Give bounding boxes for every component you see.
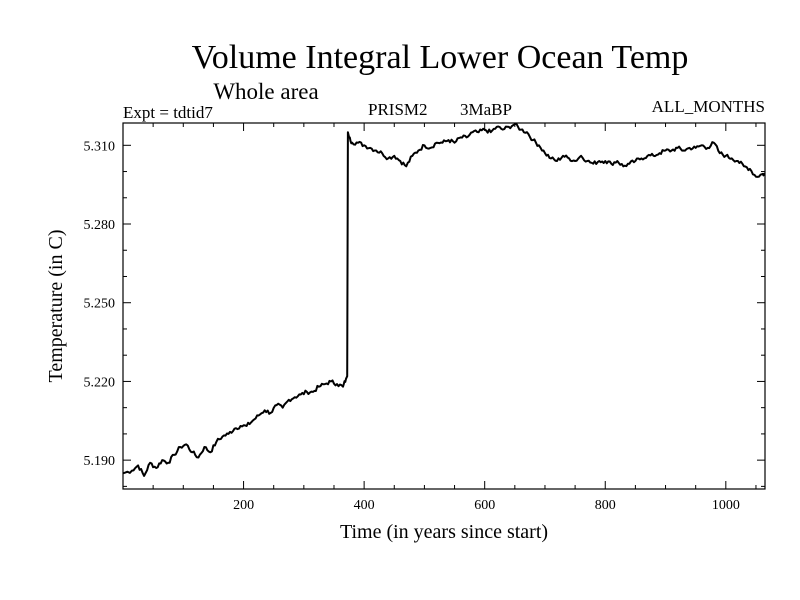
x-tick-label: 600 xyxy=(474,498,495,513)
y-axis-label: Temperature (in C) xyxy=(45,230,67,383)
y-tick-label: 5.250 xyxy=(84,297,116,312)
experiment-label: Expt = tdtid7 xyxy=(123,103,213,122)
y-tick-label: 5.280 xyxy=(84,218,116,233)
chart-subtitle: Whole area xyxy=(213,79,318,104)
chart-title: Volume Integral Lower Ocean Temp xyxy=(192,39,689,76)
x-tick-label: 800 xyxy=(595,498,616,513)
plot-frame xyxy=(122,122,766,490)
tick-group xyxy=(123,123,765,489)
x-tick-label: 200 xyxy=(233,498,254,513)
configuration-label: PRISM2 xyxy=(368,100,428,119)
y-tick-label: 5.220 xyxy=(84,375,116,390)
x-axis-label: Time (in years since start) xyxy=(340,521,548,543)
tick-label-group: 200 400 600 800 1000 5.190 5.220 5.250 5.280 5.31… xyxy=(84,139,740,513)
series-line xyxy=(122,122,766,477)
x-tick-label: 1000 xyxy=(712,498,740,513)
y-tick-label: 5.190 xyxy=(84,454,116,469)
period-label: 3MaBP xyxy=(460,100,512,119)
months-label: ALL_MONTHS xyxy=(652,97,765,116)
y-tick-label: 5.310 xyxy=(84,139,116,154)
x-tick-label: 400 xyxy=(354,498,375,513)
